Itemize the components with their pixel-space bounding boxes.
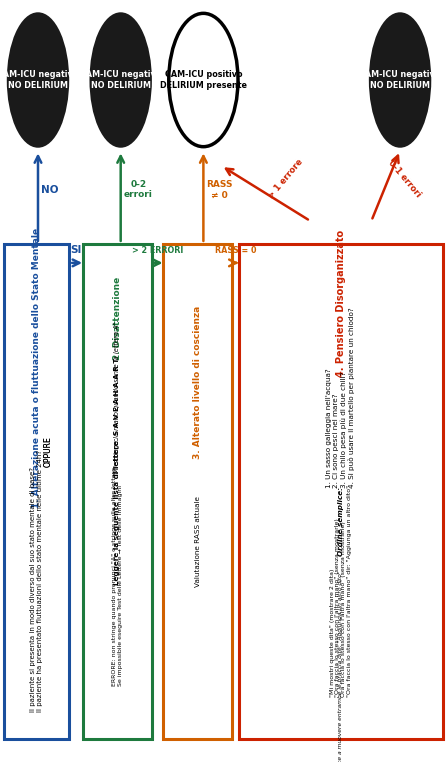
Text: SI: SI xyxy=(70,245,82,255)
Ellipse shape xyxy=(169,14,238,146)
Text: OPPURE: OPPURE xyxy=(43,437,53,467)
Ellipse shape xyxy=(8,14,68,146)
Text: 0-1 errori: 0-1 errori xyxy=(387,158,423,200)
Text: 2. Disattenzione: 2. Disattenzione xyxy=(113,277,122,360)
Text: "Mi mostri queste dita" (mostrare 2 dita)
"Ora faccia lo stesso con l'altra mano: "Mi mostri queste dita" (mostrare 2 dita… xyxy=(329,485,352,696)
Text: CAM-ICU positivo
DELIRIUM presente: CAM-ICU positivo DELIRIUM presente xyxy=(160,70,247,90)
Text: Il paziente si presenta in modo diverso dal suo stato mentale di base?
Il pazien: Il paziente si presenta in modo diverso … xyxy=(30,450,43,712)
Text: 1. Un sasso galleggia nell'acqua?
2. Ci sono pesci nel mare?
3. Un chilo pesa pi: 1. Un sasso galleggia nell'acqua? 2. Ci … xyxy=(326,307,355,488)
Text: ERRORE: non stringe quando pronunci "A" o stringe sulle altre lettere.
Se imposs: ERRORE: non stringe quando pronunci "A" … xyxy=(112,465,123,687)
Text: RASS = 0: RASS = 0 xyxy=(215,246,257,255)
Text: Valutazione RASS attuale: Valutazione RASS attuale xyxy=(195,495,201,587)
Text: Leggere la seguente lista di lettere: S A V E A H A A R T: Leggere la seguente lista di lettere: S … xyxy=(114,358,120,585)
Bar xyxy=(83,244,152,739)
Text: Se il paziente non riesce a muovere entrambe le braccia dire: "Aggiunga un altro: Se il paziente non riesce a muovere entr… xyxy=(338,570,343,762)
Text: Ordine semplice:: Ordine semplice: xyxy=(338,487,344,555)
Ellipse shape xyxy=(90,14,151,146)
Text: "Mi stringa la mano quando sente la lettera A".: "Mi stringa la mano quando sente la lett… xyxy=(114,319,120,475)
Text: OPPURE: OPPURE xyxy=(43,437,53,467)
Text: > 2 ERRORI: > 2 ERRORI xyxy=(132,246,183,255)
Bar xyxy=(163,244,232,739)
Text: CAM-ICU negativo
NO DELIRIUM: CAM-ICU negativo NO DELIRIUM xyxy=(359,70,441,90)
Text: NO: NO xyxy=(41,184,59,194)
Text: CAM-ICU negativo
NO DELIRIUM: CAM-ICU negativo NO DELIRIUM xyxy=(0,70,79,90)
Bar xyxy=(4,244,69,739)
Text: 0-2
errori: 0-2 errori xyxy=(124,180,153,199)
Text: 4. Pensiero Disorganizzato: 4. Pensiero Disorganizzato xyxy=(336,229,346,377)
Text: CAM-ICU negativo
NO DELIRIUM: CAM-ICU negativo NO DELIRIUM xyxy=(80,70,161,90)
Text: > 1 errore: > 1 errore xyxy=(267,158,305,200)
Bar xyxy=(239,244,443,739)
Text: 3. Alterato livello di coscienza: 3. Alterato livello di coscienza xyxy=(193,306,202,459)
Text: RASS
≠ 0: RASS ≠ 0 xyxy=(207,180,233,199)
Text: 1. Alterazione acuta o fluttuazione dello Stato Mentale: 1. Alterazione acuta o fluttuazione dell… xyxy=(32,228,42,507)
Ellipse shape xyxy=(370,14,430,146)
